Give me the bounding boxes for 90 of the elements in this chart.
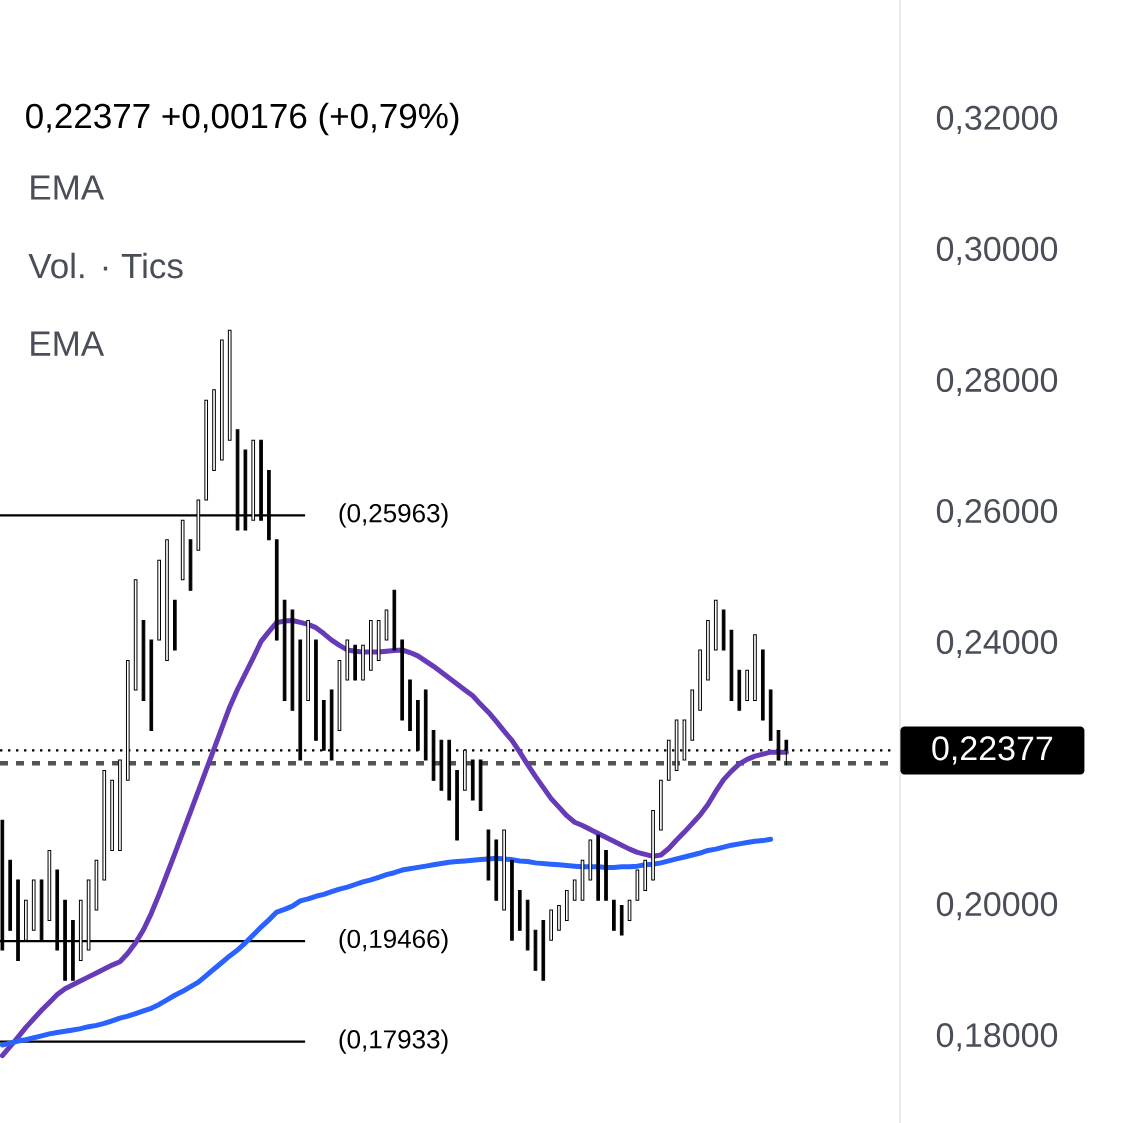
candlestick <box>439 739 444 791</box>
candlestick <box>204 399 209 501</box>
candlestick <box>760 649 765 721</box>
ref-line-label: (0,17933) <box>339 1029 448 1054</box>
candlestick <box>588 839 593 881</box>
candlestick <box>212 389 216 471</box>
candlestick <box>525 899 530 951</box>
candlestick <box>282 599 287 701</box>
y-tick-label: 0,28000 <box>936 367 1058 397</box>
candlestick <box>604 849 608 901</box>
candlestick <box>549 909 553 941</box>
candlestick <box>290 609 295 711</box>
candlestick <box>125 659 130 781</box>
candlestick <box>392 589 397 651</box>
candlestick <box>478 759 483 811</box>
candlestick <box>133 579 138 691</box>
candlestick <box>353 644 357 681</box>
candlestick <box>227 329 232 441</box>
candlestick <box>173 599 177 651</box>
candlestick <box>165 539 169 661</box>
candlestick <box>486 829 491 881</box>
candlestick <box>337 659 342 732</box>
candlestick <box>619 904 624 936</box>
candlestick <box>8 859 13 931</box>
candlestick <box>698 649 702 711</box>
candlestick <box>423 689 428 761</box>
candlestick <box>447 739 452 801</box>
candlestick <box>713 599 718 651</box>
y-tick-label: 0,24000 <box>936 629 1058 659</box>
annotation: Vol. · Tics <box>28 252 183 279</box>
candlestick <box>157 559 161 641</box>
candlestick <box>729 629 734 701</box>
ref-line-label: (0,25963) <box>339 503 448 528</box>
candlestick <box>408 679 412 732</box>
candlestick <box>572 879 577 901</box>
candlestick <box>431 730 436 781</box>
candlestick <box>635 869 640 901</box>
candlestick <box>118 759 122 851</box>
candlestick <box>659 779 663 831</box>
candlestick <box>376 619 381 661</box>
candlestick <box>180 519 185 581</box>
candlestick <box>627 899 632 922</box>
candlestick <box>416 699 420 751</box>
candlestick <box>596 834 601 901</box>
candlestick <box>533 929 538 971</box>
candlestick <box>47 849 52 922</box>
candlestick <box>517 889 522 931</box>
candlestick <box>557 904 561 931</box>
candlestick <box>721 609 726 651</box>
candlestick <box>455 770 459 841</box>
candlestick <box>314 639 318 741</box>
candlestick <box>768 689 773 741</box>
candlestick <box>784 739 789 766</box>
annotation: EMA <box>31 175 105 200</box>
candlestick <box>737 669 742 711</box>
candlestick <box>141 619 146 701</box>
candlestick <box>345 639 350 681</box>
annotation: EMA <box>31 331 105 356</box>
y-tick-label: 0,18000 <box>936 1023 1058 1052</box>
y-tick-label: 0,32000 <box>936 105 1058 134</box>
y-tick-label: 0,20000 <box>936 892 1058 921</box>
candlestick <box>690 689 695 741</box>
candlestick <box>470 759 475 801</box>
y-tick-label: 0,26000 <box>936 498 1058 528</box>
candlestick <box>564 889 569 922</box>
candlestick <box>400 639 405 721</box>
candlestick <box>306 619 310 701</box>
candlestick <box>102 770 107 881</box>
candlestick <box>541 920 546 981</box>
candlestick <box>651 809 655 881</box>
candlestick <box>502 829 506 911</box>
candlestick <box>612 899 616 931</box>
text: 0,22377 +0,00176 (+0,79%) <box>26 102 459 136</box>
candlestick <box>110 779 114 851</box>
candlestick <box>149 639 154 732</box>
candlestick <box>220 339 224 461</box>
candlestick <box>31 879 36 931</box>
candlestick <box>274 539 279 641</box>
candlestick <box>745 669 749 701</box>
candlestick <box>706 619 710 681</box>
ref-line-label: 0,22377 <box>932 736 1053 765</box>
candlestick <box>643 859 648 891</box>
candlestick <box>510 859 514 941</box>
candlestick <box>361 644 365 681</box>
candlestick <box>494 839 499 901</box>
candlestick <box>368 619 373 671</box>
ref-line-label: (0,19466) <box>339 928 448 954</box>
candlestick <box>753 634 757 701</box>
y-tick-label: 0,30000 <box>936 236 1058 265</box>
candlestick <box>94 859 99 911</box>
